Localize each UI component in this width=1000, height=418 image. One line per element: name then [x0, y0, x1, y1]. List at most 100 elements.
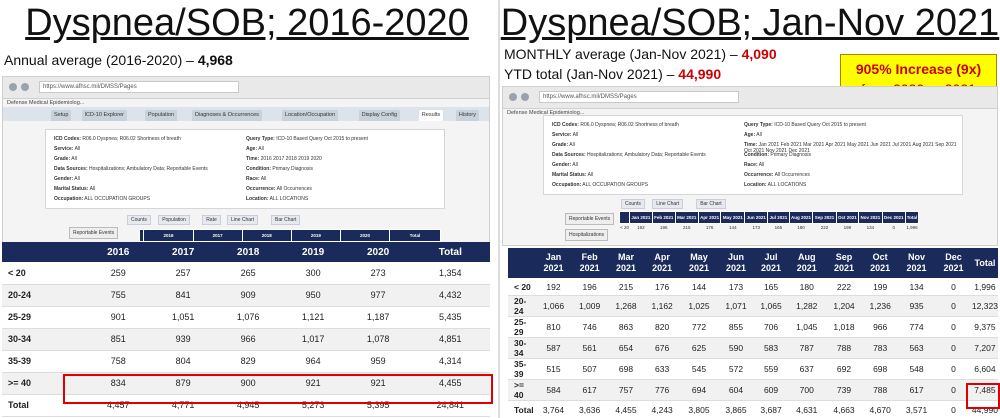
- table-cell: 0: [935, 278, 972, 297]
- result-tab: Rate: [202, 215, 221, 225]
- table-cell: 4,945: [215, 394, 281, 417]
- criteria-label: Time:: [744, 142, 758, 148]
- nav-tab: Population: [145, 110, 177, 121]
- table-cell: 901: [85, 306, 151, 329]
- mini-cell: < 20: [620, 225, 629, 231]
- table-cell: 804: [150, 350, 216, 373]
- table-cell: 9,375: [971, 316, 998, 339]
- criteria-item: Age: All: [246, 146, 461, 152]
- table-cell: 879: [150, 372, 216, 395]
- table-row: < 20 192 196 215 176 144 173 165 180 222 199 134 0 1,…: [508, 278, 998, 297]
- table-cell: 1,268: [607, 295, 645, 318]
- row-label: < 20: [508, 278, 536, 297]
- row-label: 35-39: [2, 350, 86, 373]
- left-slide-panel: Dyspnea/SOB; 2016-2020 Annual average (2…: [0, 0, 494, 418]
- table-cell: 265: [215, 262, 281, 285]
- criteria-label: Query Type:: [246, 136, 275, 142]
- ytd-total-label: YTD total (Jan-Nov 2021) –: [504, 66, 679, 82]
- column-header: Oct 2021: [862, 248, 898, 278]
- table-cell: 5,273: [280, 394, 346, 417]
- table-cell: 966: [862, 316, 898, 339]
- criteria-label: Query Type:: [744, 122, 773, 128]
- mini-cell: 222: [820, 225, 829, 231]
- criteria-item: Location: ALL LOCATIONS: [744, 182, 959, 188]
- table-cell: 921: [280, 372, 346, 395]
- table-cell: 7,207: [971, 337, 998, 360]
- table-cell: 4,432: [410, 284, 490, 307]
- criteria-value: ICD-10 Based Query Oct 2015 to present: [774, 122, 866, 128]
- table-cell: 259: [85, 262, 151, 285]
- mini-cell: 0: [892, 225, 896, 231]
- browser-page-tab: Defense Medical Epidemiolog...: [507, 110, 585, 116]
- table-cell: 1,204: [825, 295, 863, 318]
- criteria-label: Age:: [246, 146, 258, 152]
- mini-column-header: Dec 2021: [881, 211, 906, 224]
- column-header: Total: [410, 242, 490, 262]
- criteria-item: Time: Jan 2021 Feb 2021 Mar 2021 Apr 202…: [744, 142, 959, 154]
- criteria-item: Location: ALL LOCATIONS: [246, 196, 461, 202]
- table-row: 20-24 1,066 1,009 1,268 1,162 1,025 1,071 1,065…: [508, 295, 998, 318]
- table-cell: 1,045: [787, 316, 826, 339]
- ytd-total-line: YTD total (Jan-Nov 2021) – 44,990: [504, 66, 721, 82]
- table-cell: 583: [754, 337, 788, 360]
- row-label: 20-24: [2, 284, 86, 307]
- mini-column-header: Oct 2021: [835, 211, 860, 224]
- table-row: 25-29 901 1,051 1,076 1,121 1,187 5,435: [2, 306, 490, 329]
- table-cell: 134: [897, 278, 936, 297]
- table-row: Total 3,764 3,636 4,455 4,243 3,805 3,865 3,687…: [508, 400, 998, 418]
- table-cell: 4,314: [410, 350, 490, 373]
- mini-cell: 144: [729, 225, 737, 231]
- nav-tab: Diagnoses & Occurrences: [192, 110, 262, 121]
- mini-column-header: May 2021: [720, 211, 746, 224]
- criteria-value: R06.0 Dyspnea; R06.02 Shortness of breat…: [82, 136, 181, 142]
- right-browser-screenshot: https://www.afhsc.mil/DMSS/Pages Defense…: [502, 86, 998, 246]
- table-cell: 548: [897, 358, 936, 381]
- mini-cell: 180: [797, 225, 805, 231]
- result-tab: Population: [158, 215, 190, 225]
- right-mini-table: Jan 2021 Feb 2021 Mar 2021 Apr 2021 May 2021…: [618, 211, 920, 232]
- mini-column-header: 2017: [192, 229, 243, 242]
- criteria-item: Occurrence: All Occurrences: [246, 186, 461, 192]
- annual-average-label: Annual average (2016-2020) –: [4, 52, 198, 68]
- back-button-icon: [509, 93, 517, 101]
- table-cell: 165: [754, 278, 788, 297]
- table-cell: 855: [717, 316, 755, 339]
- table-cell: 617: [897, 379, 936, 402]
- criteria-value: All: [572, 162, 578, 168]
- table-cell: 1,076: [215, 306, 281, 329]
- forward-button-icon: [521, 93, 529, 101]
- result-tab: Counts: [621, 199, 645, 209]
- criteria-label: Race:: [246, 176, 260, 182]
- criteria-label: Marital Status:: [552, 172, 587, 178]
- criteria-item: Race: All: [744, 162, 959, 168]
- criteria-value: All Occurrences: [276, 186, 312, 192]
- table-cell: 1,025: [680, 295, 718, 318]
- criteria-item: Query Type: ICD-10 Based Query Oct 2015 …: [744, 122, 959, 128]
- criteria-value: All: [260, 176, 267, 182]
- mini-column-header: Nov 2021: [858, 211, 883, 224]
- right-slide-panel: Dyspnea/SOB; Jan-Nov 2021 MONTHLY averag…: [498, 0, 1000, 418]
- table-cell: 0: [935, 295, 972, 318]
- annual-average-line: Annual average (2016-2020) – 4,968: [4, 52, 233, 68]
- table-cell: 0: [935, 316, 972, 339]
- right-slide-title: Dyspnea/SOB; Jan-Nov 2021: [500, 2, 1000, 44]
- table-cell: 584: [535, 379, 572, 402]
- criteria-item: Occupation: ALL OCCUPATION GROUPS: [552, 182, 648, 188]
- table-cell: 0: [935, 358, 972, 381]
- criteria-label: Marital Status:: [54, 186, 89, 192]
- table-cell: 1,078: [345, 328, 411, 351]
- left-counts-table: 2016 2017 2018 2019 2020 Total < 20 259 257 265 30…: [2, 242, 490, 417]
- table-cell: 180: [787, 278, 826, 297]
- table-cell: 222: [825, 278, 863, 297]
- mini-corner: [138, 229, 145, 242]
- criteria-item: ICD Codes: R06.0 Dyspnea; R06.02 Shortne…: [54, 136, 181, 142]
- table-cell: 1,065: [754, 295, 788, 318]
- table-cell: 4,631: [787, 400, 826, 418]
- table-cell: 788: [862, 379, 898, 402]
- table-cell: 4,670: [862, 400, 898, 418]
- table-cell: 1,121: [280, 306, 346, 329]
- right-total-highlight: [966, 383, 1000, 409]
- criteria-item: ICD Codes: R06.0 Dyspnea; R06.02 Shortne…: [552, 122, 679, 128]
- left-slide-title: Dyspnea/SOB; 2016-2020: [25, 2, 469, 44]
- criteria-item: Service: All: [552, 132, 578, 138]
